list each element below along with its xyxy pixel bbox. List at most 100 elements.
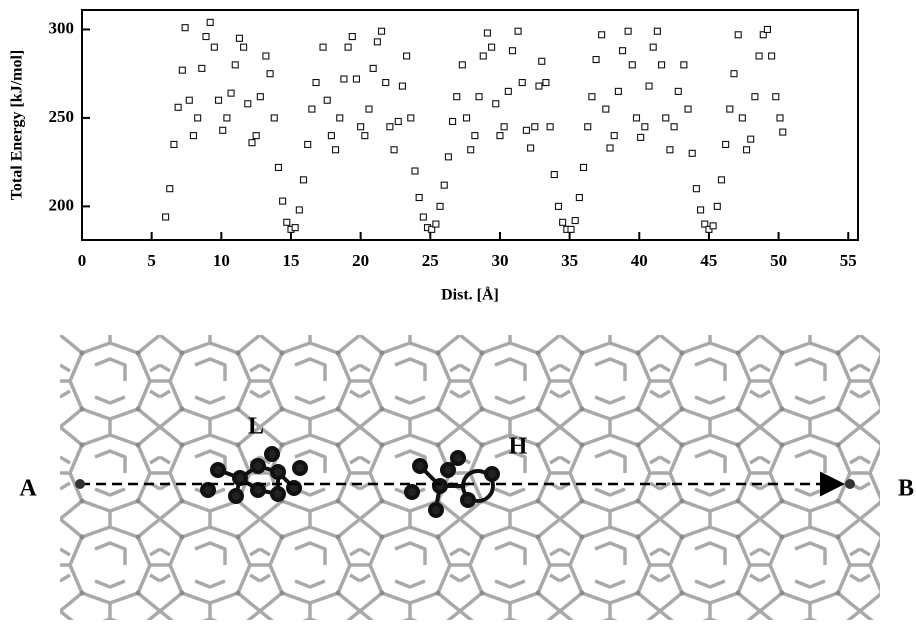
data-marker: [722, 140, 730, 149]
data-marker: [194, 114, 202, 122]
data-marker: [274, 163, 282, 172]
data-marker: [606, 144, 614, 152]
x-tick-label: 10: [213, 251, 230, 270]
data-marker: [670, 123, 678, 131]
data-marker: [202, 32, 210, 41]
data-marker: [403, 52, 411, 60]
zeolite-framework: [60, 335, 880, 620]
data-marker: [327, 132, 335, 140]
data-marker: [185, 96, 193, 104]
data-marker: [624, 27, 632, 35]
data-marker: [500, 123, 508, 131]
data-marker: [291, 224, 299, 232]
data-marker: [666, 146, 674, 154]
data-marker: [336, 114, 344, 122]
data-marker: [419, 213, 427, 221]
data-marker: [550, 170, 558, 179]
data-marker: [742, 146, 751, 154]
data-marker: [645, 82, 653, 90]
x-tick-label: 0: [78, 251, 87, 270]
data-marker: [619, 47, 627, 55]
x-tick-label: 35: [561, 251, 578, 270]
data-marker: [235, 34, 243, 42]
x-tick-label: 15: [282, 251, 299, 270]
data-marker: [772, 93, 780, 101]
data-marker: [340, 75, 348, 83]
molecule-l: [200, 446, 308, 504]
data-marker: [680, 61, 688, 69]
data-marker: [527, 144, 535, 152]
x-tick-label: 5: [147, 251, 156, 270]
data-marker: [270, 114, 278, 122]
y-tick-label: 250: [49, 107, 75, 126]
data-marker: [637, 133, 645, 141]
data-marker: [701, 220, 709, 228]
data-marker: [415, 193, 423, 202]
data-marker: [674, 87, 682, 95]
data-marker: [649, 43, 657, 51]
data-marker: [266, 70, 274, 78]
data-marker: [697, 206, 705, 214]
data-marker: [295, 206, 303, 214]
x-tick-label: 50: [770, 251, 787, 270]
data-marker: [304, 140, 312, 149]
data-marker: [522, 126, 530, 134]
site-label: H: [509, 434, 528, 460]
data-marker: [518, 78, 526, 87]
data-marker: [554, 202, 563, 210]
data-marker: [692, 185, 700, 193]
data-marker: [174, 103, 182, 111]
data-marker: [584, 123, 592, 131]
data-marker: [713, 202, 721, 210]
data-marker: [332, 146, 340, 154]
data-marker: [738, 114, 746, 122]
data-marker: [458, 61, 466, 69]
data-marker: [538, 57, 546, 65]
data-marker: [571, 216, 579, 225]
data-marker: [279, 197, 287, 205]
data-marker: [344, 43, 352, 51]
data-marker: [373, 38, 381, 46]
data-marker: [588, 93, 596, 101]
data-marker: [546, 123, 554, 131]
data-marker: [453, 93, 461, 101]
end-atom: [75, 479, 85, 489]
data-marker: [365, 105, 373, 113]
data-marker: [709, 222, 717, 230]
y-axis-title: Total Energy [kJ/mol]: [9, 50, 26, 201]
x-axis-title: Dist. [Å]: [441, 286, 499, 304]
plot-frame: [81, 9, 859, 241]
data-marker: [467, 146, 475, 154]
data-marker: [166, 185, 174, 193]
data-marker: [411, 167, 419, 175]
plot-area: 200 250 300 0 5 10 15 20 25 30 35 40 45 50 55 Dist. [Å]…: [9, 9, 859, 304]
data-marker: [432, 220, 440, 228]
data-marker: [688, 149, 696, 157]
end-label: A: [19, 476, 37, 502]
data-marker: [763, 25, 771, 34]
data-marker: [475, 93, 483, 101]
data-marker: [776, 114, 784, 122]
data-marker: [610, 132, 618, 140]
data-marker: [567, 225, 575, 233]
data-marker: [206, 18, 214, 26]
data-marker: [407, 114, 415, 122]
data-marker: [755, 52, 763, 60]
data-marker: [444, 153, 452, 161]
data-marker: [684, 105, 692, 113]
molecule-h: [404, 450, 500, 518]
data-marker: [390, 146, 398, 154]
data-marker: [308, 105, 316, 113]
x-tick-label: 25: [422, 251, 439, 270]
data-marker: [508, 47, 517, 55]
data-marker: [219, 126, 227, 134]
data-marker: [614, 87, 622, 95]
data-marker: [602, 105, 610, 113]
x-tick-label: 55: [840, 251, 857, 270]
data-marker: [352, 75, 361, 83]
data-marker: [768, 52, 776, 60]
data-marker: [252, 132, 260, 140]
data-marker: [357, 123, 365, 131]
data-marker: [440, 181, 448, 189]
